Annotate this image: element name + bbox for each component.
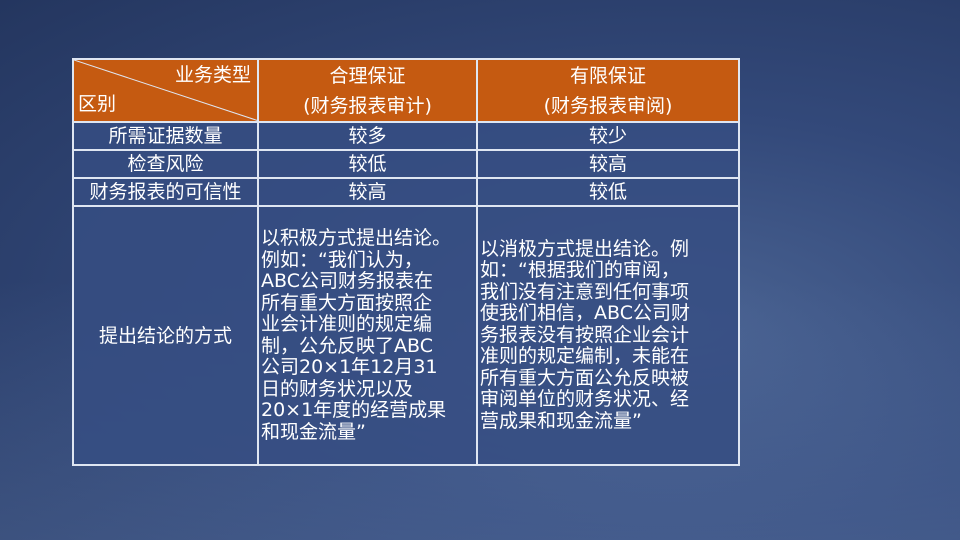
cell-reasonable: 较高 [257,177,478,207]
table-row-conclusion: 提出结论的方式 以积极方式提出结论。 例如：“我们认为， ABC公司财务报表在 所有重… [72,205,740,466]
row-label: 提出结论的方式 [72,205,259,466]
cell-reasonable-conclusion: 以积极方式提出结论。 例如：“我们认为， ABC公司财务报表在 所有重大方面按照企 业会… [257,205,478,466]
conclusion-text-line: 业会计准则的规定编 [261,313,433,335]
corner-top-label: 业务类型 [174,64,251,86]
cell-reasonable: 较多 [257,121,478,151]
conclusion-text-line: 公司20×1年12月31 [261,356,438,378]
header-limited: 有限保证 (财务报表审阅) [476,58,740,123]
assurance-comparison-table: 业务类型 区别 合理保证 (财务报表审计) 有限保证 (财务报表审阅) 所需证据数量… [72,58,740,466]
row-label: 所需证据数量 [72,121,259,151]
row-label: 检查风险 [72,149,259,179]
table-row: 财务报表的可信性 较高 较低 [72,177,740,207]
conclusion-text-line: 我们没有注意到任何事项 [480,280,690,303]
corner-header-cell: 业务类型 区别 [72,58,259,123]
conclusion-text-line: 日的财务状况以及 [261,377,414,400]
conclusion-text-line: 以积极方式提出结论。 [261,227,452,249]
diagonal-divider [74,60,259,121]
corner-bottom-label: 区别 [78,93,117,115]
table-row: 所需证据数量 较多 较少 [72,121,740,151]
table-row: 检查风险 较低 较高 [72,149,740,179]
conclusion-text-line: 例如：“我们认为， [261,248,423,271]
row-label: 财务报表的可信性 [72,177,259,207]
cell-limited: 较高 [476,149,740,179]
cell-limited: 较低 [476,177,740,207]
conclusion-text-line: 审阅单位的财务状况、经 [480,388,690,411]
conclusion-text-line: ABC公司财务报表在 [261,270,433,292]
cell-limited: 较少 [476,121,740,151]
conclusion-text-line: 使我们相信，ABC公司财 [480,302,690,325]
header-row: 业务类型 区别 合理保证 (财务报表审计) 有限保证 (财务报表审阅) [72,58,740,123]
conclusion-text-line: 所有重大方面公允反映被 [480,366,690,389]
cell-limited-conclusion: 以消极方式提出结论。例 如：“根据我们的审阅， 我们没有注意到任何事项 使我们相信，A… [476,205,740,466]
conclusion-text-line: 以消极方式提出结论。例 [480,237,690,260]
conclusion-text-line: 20×1年度的经营成果 [261,399,447,421]
conclusion-text-line: 制，公允反映了ABC [261,334,433,357]
conclusion-text-line: 如：“根据我们的审阅， [480,259,680,282]
conclusion-text-line: 和现金流量” [261,420,366,443]
conclusion-text-line: 营成果和现金流量” [480,409,642,432]
conclusion-text-line: 务报表没有按照企业会计 [480,323,690,346]
header-reasonable: 合理保证 (财务报表审计) [257,58,478,123]
cell-reasonable: 较低 [257,149,478,179]
conclusion-text-line: 所有重大方面按照企 [261,291,433,314]
conclusion-text-line: 准则的规定编制，未能在 [480,345,690,368]
